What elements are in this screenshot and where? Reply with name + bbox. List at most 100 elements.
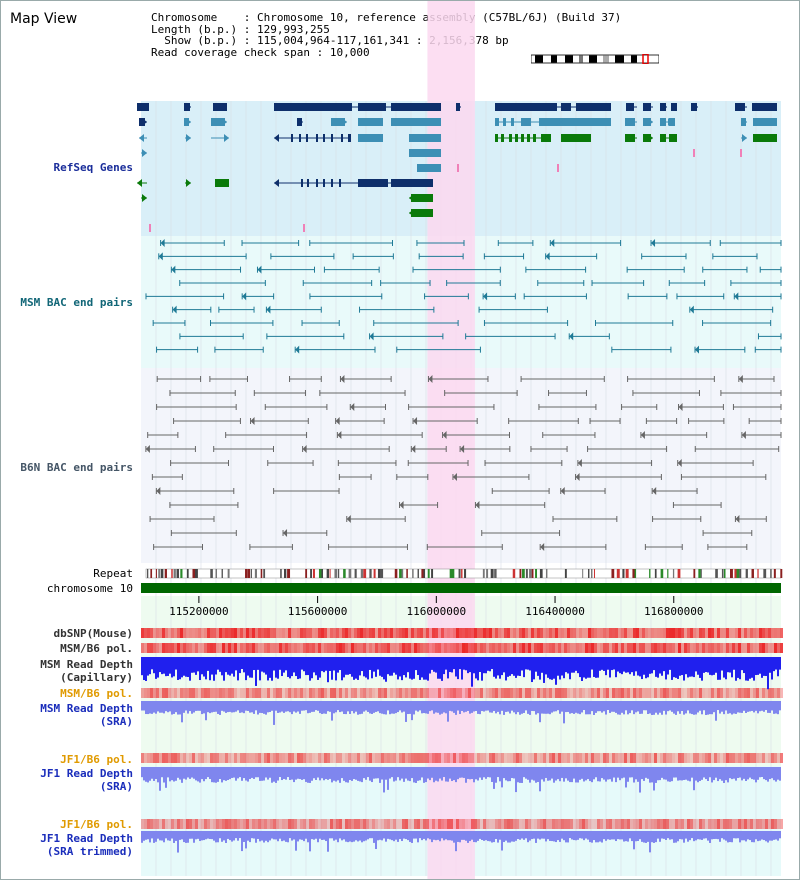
jf1-read-depth-sra bbox=[313, 767, 315, 779]
jf1-read-depth-sra bbox=[577, 767, 579, 783]
jf1-b6-polymorphism-trimmed bbox=[579, 819, 582, 829]
jf1-read-depth-trimmed bbox=[285, 831, 287, 842]
jf1-b6-polymorphism bbox=[189, 753, 192, 763]
msm-b6-polymorphism bbox=[714, 643, 717, 653]
dbsnp-density bbox=[591, 628, 594, 638]
jf1-read-depth-sra bbox=[471, 767, 473, 779]
msm-read-depth-sra bbox=[455, 701, 457, 715]
msm-b6-polymorphism bbox=[378, 643, 381, 653]
jf1-b6-polymorphism-trimmed bbox=[156, 819, 159, 829]
jf1-read-depth-trimmed bbox=[707, 831, 709, 841]
msm-read-depth-capillary bbox=[683, 657, 685, 681]
repeat-element bbox=[449, 569, 453, 578]
jf1-b6-polymorphism-trimmed bbox=[753, 819, 756, 829]
msm-b6-polymorphism-sra bbox=[348, 688, 351, 698]
msm-read-depth-sra bbox=[555, 701, 557, 712]
variant-marker bbox=[149, 224, 151, 232]
jf1-read-depth-trimmed bbox=[275, 831, 277, 840]
dbsnp-density bbox=[267, 628, 270, 638]
dbsnp-density bbox=[768, 628, 771, 638]
track-label-dbsnp: dbSNP(Mouse) bbox=[53, 627, 133, 640]
msm-b6-polymorphism-sra bbox=[390, 688, 393, 698]
repeat-element bbox=[427, 569, 430, 578]
jf1-read-depth-trimmed bbox=[417, 831, 419, 843]
msm-read-depth-capillary bbox=[667, 657, 669, 675]
dbsnp-density bbox=[684, 628, 687, 638]
msm-b6-polymorphism-sra bbox=[168, 688, 171, 698]
jf1-read-depth-sra bbox=[273, 767, 275, 782]
jf1-read-depth-sra bbox=[489, 767, 491, 778]
msm-read-depth-sra bbox=[761, 701, 763, 711]
jf1-b6-polymorphism bbox=[501, 753, 504, 763]
msm-read-depth-sra bbox=[685, 701, 687, 714]
msm-b6-polymorphism bbox=[405, 643, 408, 653]
msm-read-depth-capillary bbox=[631, 657, 633, 673]
gene-exon bbox=[358, 134, 383, 142]
jf1-b6-polymorphism-trimmed bbox=[324, 819, 327, 829]
msm-read-depth-capillary bbox=[709, 657, 711, 675]
jf1-b6-polymorphism-trimmed bbox=[681, 819, 684, 829]
jf1-read-depth-trimmed bbox=[217, 831, 219, 843]
msm-b6-polymorphism-sra bbox=[735, 688, 738, 698]
msm-read-depth-capillary bbox=[173, 657, 175, 677]
gene-strand-arrow bbox=[753, 118, 758, 126]
track-label-b6n-bac: B6N BAC end pairs bbox=[20, 461, 133, 474]
jf1-read-depth-sra bbox=[263, 767, 265, 781]
jf1-read-depth-trimmed bbox=[287, 831, 289, 843]
msm-read-depth-sra bbox=[305, 701, 307, 711]
dbsnp-density bbox=[648, 628, 651, 638]
msm-read-depth-sra bbox=[147, 701, 149, 715]
jf1-read-depth-sra bbox=[647, 767, 649, 779]
repeat-element bbox=[522, 569, 525, 578]
msm-read-depth-sra bbox=[653, 701, 655, 715]
msm-b6-polymorphism-sra bbox=[660, 688, 663, 698]
msm-b6-polymorphism-sra bbox=[525, 688, 528, 698]
jf1-b6-polymorphism-trimmed bbox=[285, 819, 288, 829]
jf1-read-depth-sra bbox=[243, 767, 245, 779]
msm-read-depth-sra bbox=[583, 701, 585, 711]
msm-b6-polymorphism bbox=[162, 643, 165, 653]
msm-b6-polymorphism-sra bbox=[708, 688, 711, 698]
jf1-read-depth-sra bbox=[411, 767, 413, 779]
msm-b6-polymorphism bbox=[618, 643, 621, 653]
jf1-b6-polymorphism-trimmed bbox=[177, 819, 180, 829]
msm-b6-polymorphism-sra bbox=[336, 688, 339, 698]
jf1-read-depth-sra bbox=[657, 767, 659, 781]
msm-read-depth-sra bbox=[335, 701, 337, 713]
msm-read-depth-capillary bbox=[485, 657, 487, 674]
jf1-b6-polymorphism-trimmed bbox=[201, 819, 204, 829]
jf1-b6-polymorphism-trimmed bbox=[363, 819, 366, 829]
jf1-read-depth-sra bbox=[523, 767, 525, 778]
dbsnp-density bbox=[216, 628, 219, 638]
jf1-read-depth-sra bbox=[441, 767, 443, 781]
msm-b6-polymorphism bbox=[639, 643, 642, 653]
msm-b6-polymorphism-sra bbox=[396, 688, 399, 698]
jf1-read-depth-sra bbox=[333, 767, 335, 781]
msm-read-depth-sra bbox=[381, 701, 383, 714]
msm-b6-polymorphism bbox=[156, 643, 159, 653]
msm-read-depth-sra bbox=[723, 701, 725, 715]
dbsnp-density bbox=[465, 628, 468, 638]
jf1-b6-polymorphism bbox=[453, 753, 456, 763]
msm-read-depth-capillary bbox=[723, 657, 725, 678]
jf1-read-depth-trimmed bbox=[651, 831, 653, 843]
gene-strand-arrow bbox=[417, 164, 422, 172]
repeat-element bbox=[700, 569, 702, 578]
jf1-b6-polymorphism-trimmed bbox=[162, 819, 165, 829]
jf1-read-depth-sra bbox=[253, 767, 255, 779]
jf1-b6-polymorphism-trimmed bbox=[171, 819, 174, 829]
gene-strand-arrow bbox=[643, 103, 648, 111]
dbsnp-density bbox=[255, 628, 258, 638]
jf1-read-depth-trimmed bbox=[263, 831, 265, 843]
dbsnp-density bbox=[453, 628, 456, 638]
msm-read-depth-sra bbox=[355, 701, 357, 712]
jf1-read-depth-sra bbox=[195, 767, 197, 781]
dbsnp-density bbox=[522, 628, 525, 638]
chromosome-ideogram[interactable] bbox=[531, 54, 659, 64]
msm-read-depth-capillary bbox=[511, 657, 513, 675]
jf1-read-depth-sra bbox=[621, 767, 623, 779]
repeat-element bbox=[736, 569, 740, 578]
jf1-b6-polymorphism-trimmed bbox=[708, 819, 711, 829]
jf1-b6-polymorphism-trimmed bbox=[777, 819, 780, 829]
repeat-element bbox=[677, 569, 681, 578]
